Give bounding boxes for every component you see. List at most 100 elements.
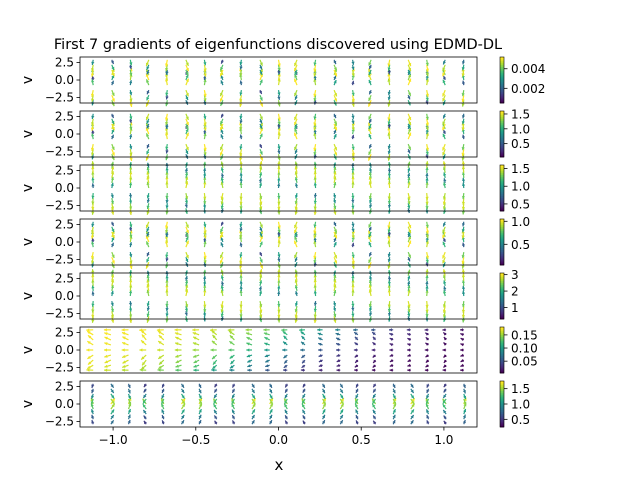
quiver-arrowhead <box>91 171 95 175</box>
quiver-arrowhead <box>277 240 281 244</box>
quiver-arrowhead <box>389 343 393 347</box>
quiver-arrowhead <box>442 400 446 404</box>
colorbar-segment <box>500 342 504 345</box>
colorbar-segment <box>500 327 504 330</box>
quiver-arrowhead <box>368 157 372 161</box>
quiver-arrowhead <box>239 304 243 308</box>
quiver-arrowhead <box>285 384 289 388</box>
quiver-arrowhead <box>393 401 396 405</box>
quiver-arrowhead <box>91 395 95 399</box>
quiver-arrowhead <box>157 348 161 352</box>
quiver-arrowhead <box>425 132 429 136</box>
quiver-arrowhead <box>462 419 466 424</box>
quiver-arrowhead <box>91 79 95 83</box>
quiver-arrowhead <box>392 384 396 388</box>
quiver-arrowhead <box>91 269 95 273</box>
colorbar-segment <box>500 178 504 181</box>
quiver-arrowhead <box>203 161 207 165</box>
quiver-arrowhead <box>336 343 340 346</box>
quiver-arrowhead <box>294 96 298 100</box>
quiver-arrowhead <box>220 304 224 308</box>
quiver-arrowhead <box>461 290 466 294</box>
quiver-arrowhead <box>442 206 446 210</box>
quiver-arrowhead <box>461 279 465 283</box>
quiver-arrowhead <box>369 312 373 317</box>
quiver-arrowhead <box>353 328 357 332</box>
quiver-arrowhead <box>165 150 169 154</box>
quiver-arrowhead <box>354 354 359 358</box>
quiver-arrowhead <box>87 341 91 345</box>
quiver-arrowhead <box>372 400 376 404</box>
quiver-arrowhead <box>259 196 263 200</box>
quiver-arrowhead <box>165 279 169 283</box>
quiver-arrowhead <box>264 342 268 346</box>
quiver-arrowhead <box>313 122 317 126</box>
colorbar-frame <box>499 326 505 374</box>
quiver-arrowhead <box>203 313 207 317</box>
quiver-arrowhead <box>426 420 430 424</box>
colorbar-segment <box>500 297 504 301</box>
quiver-arrowhead <box>294 121 297 126</box>
quiver-arrowhead <box>368 284 372 288</box>
colorbar-segment <box>500 367 504 370</box>
quiver-arrowhead <box>283 354 287 359</box>
quiver-arrowhead <box>219 260 223 264</box>
quiver-arrowhead <box>239 161 243 165</box>
quiver-arrowhead <box>461 255 465 259</box>
quiver-arrowhead <box>259 122 263 127</box>
quiver-arrowhead <box>368 79 372 84</box>
quiver-arrowhead <box>227 328 231 332</box>
quiver-arrowhead <box>302 384 306 388</box>
quiver-arrowhead <box>203 152 207 156</box>
colorbar-segment <box>500 259 504 262</box>
quiver-arrowhead <box>333 302 337 307</box>
quiver-arrowhead <box>340 398 344 402</box>
quiver-arrowhead <box>165 275 169 279</box>
quiver-arrowhead <box>165 121 169 126</box>
quiver-arrowhead <box>165 313 169 317</box>
quiver-arrowhead <box>269 395 273 399</box>
quiver-arrowhead <box>462 177 466 181</box>
colorbar-segment <box>500 361 504 364</box>
quiver-arrowhead <box>406 328 410 332</box>
quiver-arrowhead <box>318 363 323 367</box>
quiver-arrowhead <box>203 62 207 66</box>
quiver-arrowhead <box>354 342 358 346</box>
quiver-arrowhead <box>373 389 377 393</box>
y-axis-label: v <box>20 346 36 354</box>
quiver-arrowhead <box>277 265 281 269</box>
quiver-arrowhead <box>232 395 235 399</box>
quiver-arrowhead <box>283 341 287 345</box>
quiver-arrowhead <box>408 116 412 121</box>
quiver-arrowhead <box>232 420 236 424</box>
quiver-arrowhead <box>461 93 465 97</box>
quiver-arrowhead <box>175 364 179 368</box>
quiver-arrowhead <box>425 62 429 66</box>
colorbar-segment <box>500 230 504 233</box>
colorbar-segment <box>500 155 504 158</box>
quiver-arrowhead <box>192 342 197 346</box>
quiver-arrowhead <box>246 337 250 340</box>
colorbar-segment <box>500 126 504 129</box>
quiver-arrowhead <box>368 103 372 107</box>
quiver-arrowhead <box>220 121 224 125</box>
quiver-arrowhead <box>425 398 429 402</box>
colorbar-segment <box>500 243 504 247</box>
quiver-arrowhead <box>185 126 189 130</box>
quiver-arrowhead <box>110 284 114 289</box>
quiver-arrowhead <box>442 93 446 97</box>
quiver-arrowhead <box>91 195 95 199</box>
quiver-arrowhead <box>277 150 281 154</box>
quiver-arrowhead <box>146 125 150 129</box>
quiver-arrowhead <box>91 389 95 394</box>
quiver-arrowhead <box>251 384 255 388</box>
quiver-arrowhead <box>145 265 149 269</box>
quiver-arrowhead <box>221 173 225 177</box>
quiver-arrowhead <box>277 235 281 239</box>
quiver-arrowhead <box>184 204 188 208</box>
quiver-arrowhead <box>127 384 131 389</box>
quiver-arrowhead <box>368 116 372 120</box>
quiver-arrowhead <box>313 132 317 136</box>
quiver-arrowhead <box>110 269 114 273</box>
quiver-arrowhead <box>294 71 298 76</box>
